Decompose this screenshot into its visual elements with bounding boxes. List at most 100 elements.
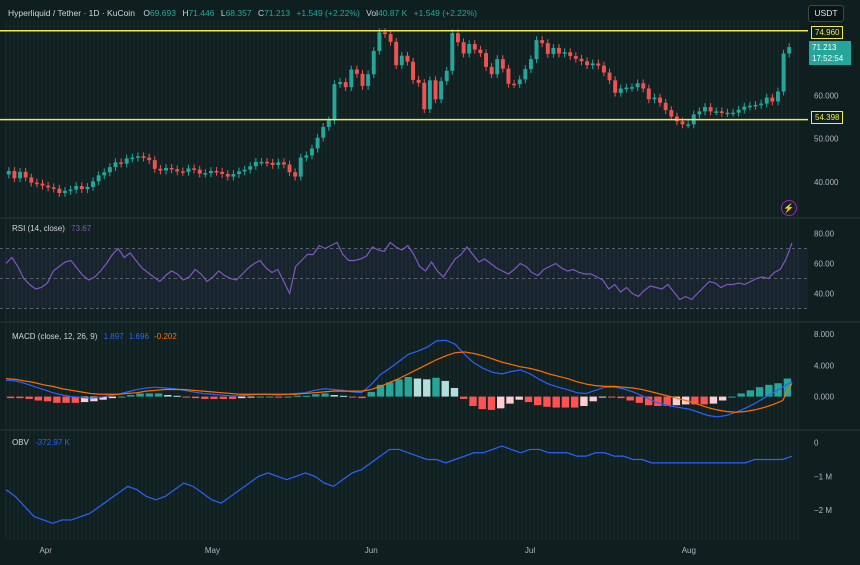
candle-body (736, 109, 741, 113)
macd-histogram-bar (607, 396, 616, 398)
candle-body (203, 173, 208, 175)
low-label: L (220, 8, 226, 18)
candle-body (366, 74, 371, 86)
candle-body (158, 168, 163, 171)
candle-body (175, 169, 180, 172)
macd-histogram-bar (136, 393, 144, 397)
candle-body (714, 111, 719, 113)
symbol-label[interactable]: Hyperliquid / Tether · 1D · KuCoin (8, 8, 135, 18)
candle-body (472, 44, 477, 50)
macd-histogram-bar (709, 396, 718, 404)
candle-body (613, 80, 618, 93)
candle-body (405, 55, 410, 62)
rsi-label: RSI (14, close) (12, 224, 65, 233)
rsi-axis-label: 40.00 (814, 290, 835, 299)
obv-line (5, 445, 793, 524)
time-axis-label: Aug (682, 546, 696, 555)
candle-body (433, 80, 438, 100)
alert-icon[interactable]: ⚡ (781, 200, 797, 216)
macd-histogram-bar (423, 379, 431, 397)
macd-histogram-bar (404, 377, 412, 397)
candle-body (74, 186, 79, 190)
candle-body (119, 162, 124, 164)
candle-body (293, 172, 298, 177)
candle-body (618, 88, 623, 93)
obv-legend: OBV -372.97 K (12, 438, 70, 447)
macd-histogram-bar (108, 396, 117, 399)
macd-histogram-bar (395, 379, 403, 397)
candle-body (141, 156, 146, 158)
candle-body (46, 185, 51, 188)
macd-histogram-bar (598, 396, 607, 398)
candle-body (6, 170, 11, 175)
macd-histogram-bar (256, 396, 264, 398)
macd-histogram-bar (441, 380, 449, 397)
candle-body (18, 171, 23, 179)
candle-body (562, 52, 567, 54)
macd-histogram-bar (210, 396, 218, 399)
macd-histogram-bar (154, 393, 163, 397)
open-label: O (143, 8, 150, 18)
macd-histogram-bar (321, 393, 329, 397)
macd-histogram-bar (580, 396, 588, 406)
candle-body (467, 44, 472, 54)
macd-histogram-bar (367, 391, 375, 397)
candle-body (208, 170, 213, 174)
candle-body (500, 59, 505, 69)
macd-histogram-bar (219, 396, 228, 399)
currency-button[interactable]: USDT (808, 5, 844, 22)
candle-body (51, 187, 56, 189)
candle-body (455, 33, 460, 43)
rsi-axis-label: 60.00 (814, 260, 835, 269)
candle-body (113, 162, 118, 168)
candle-body (68, 189, 73, 192)
obv-label: OBV (12, 438, 29, 447)
macd-histogram-bar (589, 396, 597, 402)
high-value: 71.446 (188, 8, 215, 18)
candle-body (450, 33, 455, 71)
candle-body (601, 65, 606, 73)
candle-body (371, 50, 376, 75)
candle-body (304, 155, 309, 158)
macd-histogram-bar (6, 396, 15, 399)
candle-body (495, 59, 500, 75)
time-axis-label: Jul (525, 546, 535, 555)
macd-histogram-bar (182, 396, 191, 398)
macd-label: MACD (close, 12, 26, 9) (12, 332, 98, 341)
macd-histogram-bar (228, 396, 237, 399)
candle-body (585, 61, 590, 66)
macd-histogram-bar (25, 396, 33, 399)
candle-body (641, 83, 646, 89)
candle-body (652, 97, 657, 100)
macd-histogram-bar (543, 396, 551, 407)
macd-histogram-bar (552, 396, 560, 408)
candle-body (242, 169, 247, 172)
candle-body (281, 162, 286, 165)
candle-body (686, 124, 691, 126)
macd-histogram-bar (450, 387, 459, 397)
macd-axis-label: 4.000 (814, 361, 835, 370)
macd-histogram-bar (99, 396, 107, 400)
candle-body (557, 47, 561, 54)
candle-body (770, 97, 775, 102)
candle-body (759, 103, 764, 106)
macd-histogram-bar (746, 390, 755, 397)
candle-body (96, 175, 101, 182)
macd-histogram-bar (506, 396, 514, 404)
hist-value: -0.202 (154, 332, 177, 341)
candle-body (646, 88, 651, 100)
macd-histogram-bar (700, 396, 708, 405)
candle-body (540, 40, 545, 44)
candle-body (315, 137, 320, 149)
macd-histogram-bar (201, 396, 209, 399)
candle-body (214, 170, 219, 173)
high-label: H (182, 8, 189, 18)
time-axis-label: Jun (365, 546, 378, 555)
macd-histogram-bar (386, 382, 394, 397)
macd-histogram-bar (570, 396, 579, 408)
rsi-value: 73.67 (71, 224, 92, 233)
candle-body (669, 110, 674, 117)
macd-histogram-bar (478, 396, 486, 410)
candle-body (703, 107, 707, 112)
